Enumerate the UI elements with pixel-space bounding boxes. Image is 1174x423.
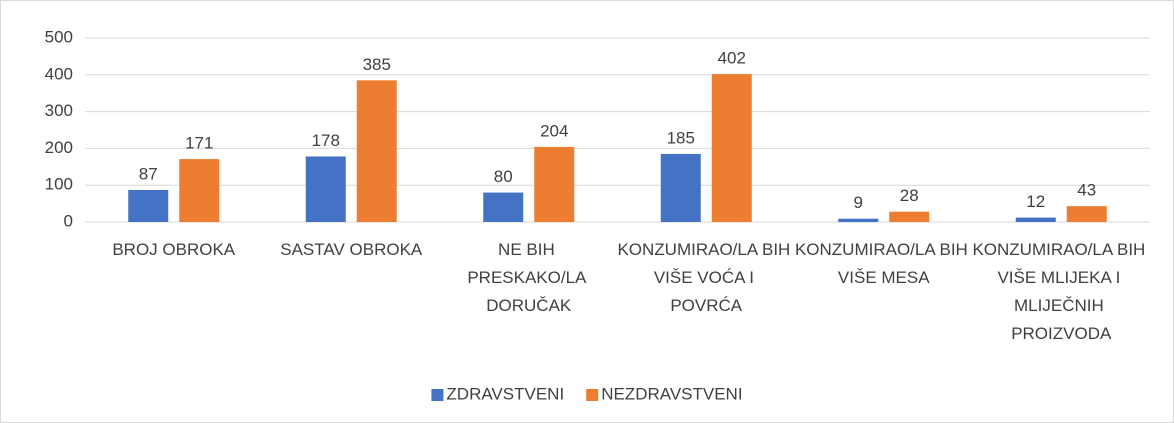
data-label: 385 [363,55,391,74]
legend-swatch [586,389,599,401]
x-tick-label: BROJ OBROKA [112,240,235,259]
y-tick-label: 200 [45,138,73,157]
y-tick-label: 300 [45,101,73,120]
bar [660,153,701,222]
data-label: 28 [900,186,919,205]
x-tick-label: SASTAV OBROKA [280,240,423,259]
data-label: 9 [854,193,863,212]
y-tick-label: 100 [45,175,73,194]
x-tick-label: KONZUMIRAO/LA BIH VIŠE MESA [795,240,973,287]
y-tick-label: 0 [64,211,73,230]
bar [711,74,752,223]
bar [305,156,346,222]
x-tick-label: NE BIH PRESKAKO/LA DORUČAK [467,240,590,315]
data-label: 80 [494,167,513,186]
bar [179,159,220,222]
bar [1066,206,1107,222]
bar [889,211,930,222]
data-label: 12 [1026,192,1045,211]
bar [1015,217,1056,222]
y-tick-label: 400 [45,64,73,83]
data-label: 43 [1077,181,1096,200]
data-label: 171 [185,134,213,153]
data-label: 402 [718,49,746,68]
bar [534,146,575,222]
data-label: 178 [312,131,340,150]
bar [128,189,169,222]
legend-swatch [431,389,444,401]
data-label: 185 [667,128,695,147]
legend-label: ZDRAVSTVENI [446,384,564,403]
legend-label: NEZDRAVSTVENI [601,384,742,403]
y-tick-label: 500 [45,27,73,46]
data-label: 87 [139,164,158,183]
x-tick-label: KONZUMIRAO/LA BIH VIŠE VOĆA I POVRĆA [617,240,795,315]
x-tick-label: KONZUMIRAO/LA BIH VIŠE MLIJEKA I MLIJEČN… [972,240,1150,343]
bar [356,80,397,222]
bar [838,218,879,222]
data-label: 204 [540,121,568,140]
bar [483,192,524,222]
